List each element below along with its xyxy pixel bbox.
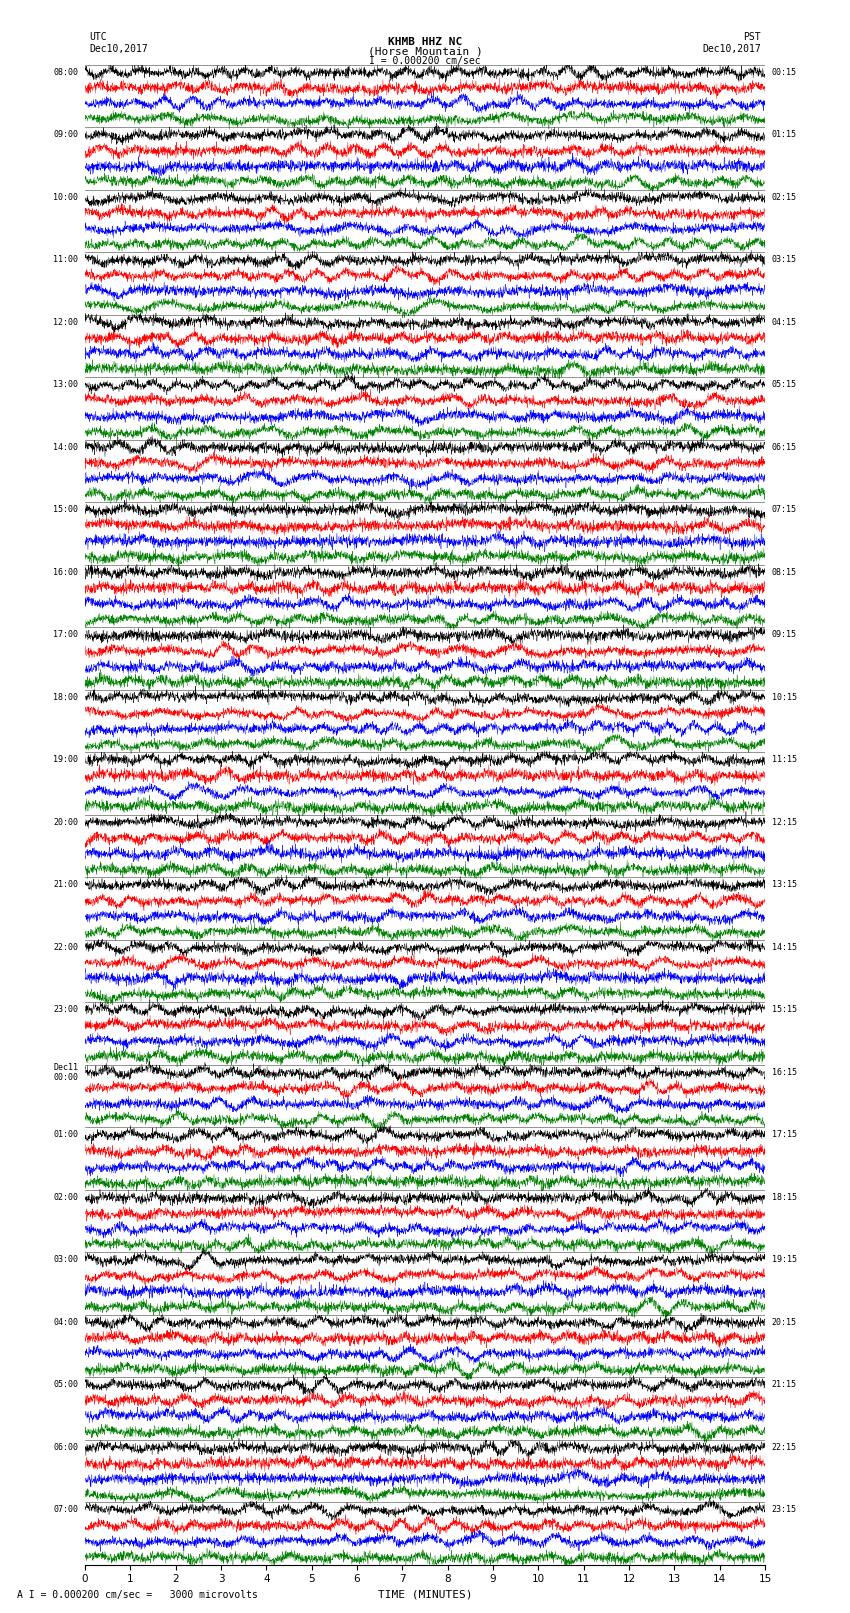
Text: 22:15: 22:15 <box>772 1444 796 1452</box>
Text: 05:15: 05:15 <box>772 381 796 389</box>
Text: 04:00: 04:00 <box>54 1318 78 1327</box>
Text: 15:00: 15:00 <box>54 505 78 515</box>
Text: PST: PST <box>743 32 761 42</box>
Text: 13:15: 13:15 <box>772 881 796 889</box>
Text: 03:15: 03:15 <box>772 255 796 265</box>
Text: 08:15: 08:15 <box>772 568 796 577</box>
Text: 08:00: 08:00 <box>54 68 78 77</box>
Text: 23:00: 23:00 <box>54 1005 78 1015</box>
Text: 00:15: 00:15 <box>772 68 796 77</box>
Text: 16:00: 16:00 <box>54 568 78 577</box>
Text: 20:15: 20:15 <box>772 1318 796 1327</box>
Text: 19:00: 19:00 <box>54 755 78 765</box>
Text: 17:00: 17:00 <box>54 631 78 639</box>
Text: 22:00: 22:00 <box>54 944 78 952</box>
Text: 21:15: 21:15 <box>772 1381 796 1389</box>
Text: 21:00: 21:00 <box>54 881 78 889</box>
Text: 11:15: 11:15 <box>772 755 796 765</box>
Text: Dec10,2017: Dec10,2017 <box>702 44 761 53</box>
Text: 04:15: 04:15 <box>772 318 796 327</box>
Text: 12:15: 12:15 <box>772 818 796 827</box>
Text: 02:00: 02:00 <box>54 1194 78 1202</box>
Text: 19:15: 19:15 <box>772 1255 796 1265</box>
Text: 20:00: 20:00 <box>54 818 78 827</box>
Text: 11:00: 11:00 <box>54 255 78 265</box>
Text: I = 0.000200 cm/sec: I = 0.000200 cm/sec <box>369 56 481 66</box>
Text: 18:00: 18:00 <box>54 694 78 702</box>
Text: 07:00: 07:00 <box>54 1505 78 1515</box>
Text: 05:00: 05:00 <box>54 1381 78 1389</box>
Text: 06:00: 06:00 <box>54 1444 78 1452</box>
Text: 10:00: 10:00 <box>54 194 78 202</box>
Text: (Horse Mountain ): (Horse Mountain ) <box>367 47 483 56</box>
Text: 18:15: 18:15 <box>772 1194 796 1202</box>
Text: 23:15: 23:15 <box>772 1505 796 1515</box>
Text: 14:15: 14:15 <box>772 944 796 952</box>
Text: 16:15: 16:15 <box>772 1068 796 1077</box>
Text: KHMB HHZ NC: KHMB HHZ NC <box>388 37 462 47</box>
Text: 01:00: 01:00 <box>54 1131 78 1139</box>
Text: 13:00: 13:00 <box>54 381 78 389</box>
Text: 03:00: 03:00 <box>54 1255 78 1265</box>
X-axis label: TIME (MINUTES): TIME (MINUTES) <box>377 1590 473 1600</box>
Text: 14:00: 14:00 <box>54 444 78 452</box>
Text: 12:00: 12:00 <box>54 318 78 327</box>
Text: 02:15: 02:15 <box>772 194 796 202</box>
Text: 06:15: 06:15 <box>772 444 796 452</box>
Text: 17:15: 17:15 <box>772 1131 796 1139</box>
Text: A I = 0.000200 cm/sec =   3000 microvolts: A I = 0.000200 cm/sec = 3000 microvolts <box>17 1590 258 1600</box>
Text: 09:15: 09:15 <box>772 631 796 639</box>
Text: 10:15: 10:15 <box>772 694 796 702</box>
Text: 15:15: 15:15 <box>772 1005 796 1015</box>
Text: 09:00: 09:00 <box>54 131 78 139</box>
Text: UTC: UTC <box>89 32 107 42</box>
Text: Dec11
00:00: Dec11 00:00 <box>54 1063 78 1082</box>
Text: 01:15: 01:15 <box>772 131 796 139</box>
Text: 07:15: 07:15 <box>772 505 796 515</box>
Text: Dec10,2017: Dec10,2017 <box>89 44 148 53</box>
